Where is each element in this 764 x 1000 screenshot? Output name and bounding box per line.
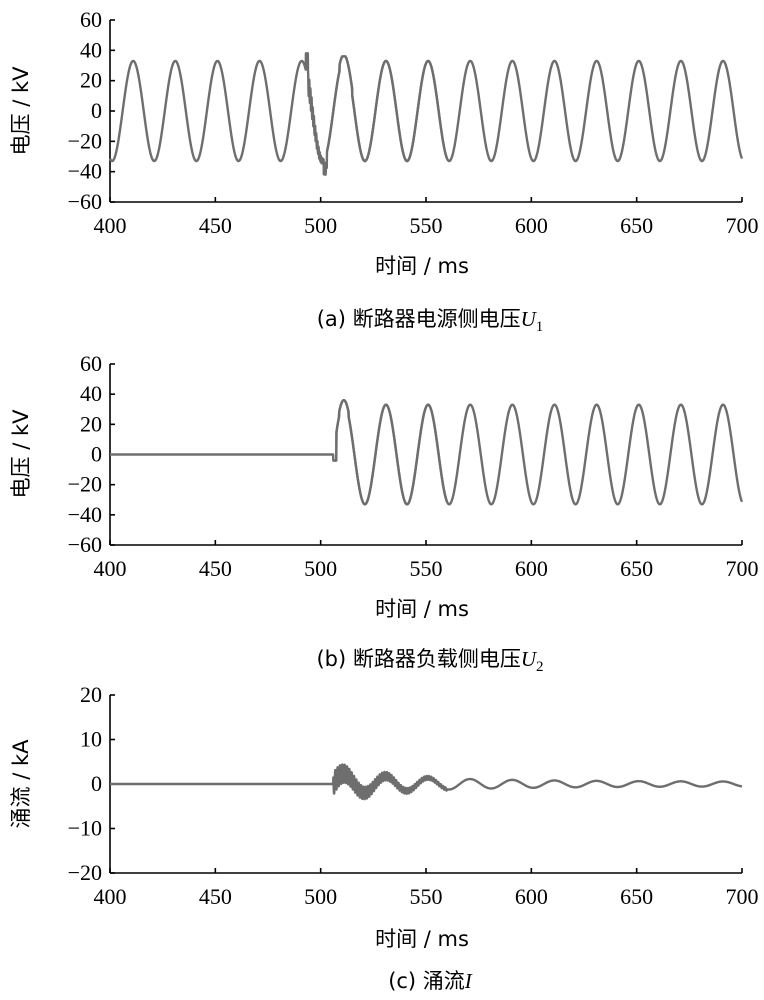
y-tick-label: 40 bbox=[80, 37, 102, 62]
y-tick-label: 0 bbox=[91, 771, 102, 796]
x-tick-label: 550 bbox=[410, 884, 443, 909]
panel-caption: (c) 涌流I bbox=[388, 969, 473, 993]
x-tick-label: 700 bbox=[726, 556, 759, 581]
x-tick-label: 550 bbox=[410, 556, 443, 581]
y-tick-label: 60 bbox=[80, 351, 102, 376]
x-tick-label: 650 bbox=[620, 884, 653, 909]
x-tick-label: 700 bbox=[726, 884, 759, 909]
y-tick-label: 10 bbox=[80, 727, 102, 752]
y-tick-label: −60 bbox=[68, 532, 102, 557]
x-tick-label: 400 bbox=[94, 556, 127, 581]
x-tick-label: 650 bbox=[620, 213, 653, 238]
y-tick-label: −10 bbox=[68, 816, 102, 841]
x-tick-label: 450 bbox=[199, 556, 232, 581]
x-tick-label: 600 bbox=[515, 213, 548, 238]
y-tick-label: −20 bbox=[68, 128, 102, 153]
panel-caption: (b) 断路器负载侧电压U2 bbox=[316, 647, 543, 675]
x-tick-label: 700 bbox=[726, 213, 759, 238]
y-tick-label: −40 bbox=[68, 159, 102, 184]
y-axis-label: 电压 / kV bbox=[9, 66, 33, 156]
y-tick-label: 0 bbox=[91, 442, 102, 467]
y-tick-label: 40 bbox=[80, 381, 102, 406]
y-tick-label: 20 bbox=[80, 682, 102, 707]
series-line-emphasis bbox=[325, 55, 448, 163]
y-tick-label: −20 bbox=[68, 472, 102, 497]
y-axis-label: 电压 / kV bbox=[9, 409, 33, 499]
series-line bbox=[108, 52, 744, 176]
series-line bbox=[109, 399, 744, 506]
x-axis-label: 时间 / ms bbox=[375, 927, 469, 951]
y-tick-label: −60 bbox=[68, 189, 102, 214]
x-axis-label: 时间 / ms bbox=[375, 254, 469, 278]
series-line bbox=[108, 763, 744, 801]
y-tick-label: 0 bbox=[91, 98, 102, 123]
panel-caption: (a) 断路器电源侧电压U1 bbox=[317, 307, 544, 335]
x-tick-label: 550 bbox=[410, 213, 443, 238]
x-tick-label: 600 bbox=[515, 884, 548, 909]
y-tick-label: −40 bbox=[68, 502, 102, 527]
x-tick-label: 450 bbox=[199, 884, 232, 909]
y-tick-label: 20 bbox=[80, 411, 102, 436]
y-axis-label: 涌流 / kA bbox=[9, 739, 33, 829]
x-tick-label: 400 bbox=[94, 884, 127, 909]
x-tick-label: 600 bbox=[515, 556, 548, 581]
x-tick-label: 500 bbox=[304, 884, 337, 909]
y-tick-label: 20 bbox=[80, 68, 102, 93]
y-tick-label: 60 bbox=[80, 7, 102, 32]
series-line-emphasis bbox=[332, 399, 448, 506]
x-tick-label: 500 bbox=[304, 213, 337, 238]
x-axis-label: 时间 / ms bbox=[375, 597, 469, 621]
x-tick-label: 400 bbox=[94, 213, 127, 238]
y-tick-label: −20 bbox=[68, 860, 102, 885]
x-tick-label: 450 bbox=[199, 213, 232, 238]
x-tick-label: 500 bbox=[304, 556, 337, 581]
x-tick-label: 650 bbox=[620, 556, 653, 581]
